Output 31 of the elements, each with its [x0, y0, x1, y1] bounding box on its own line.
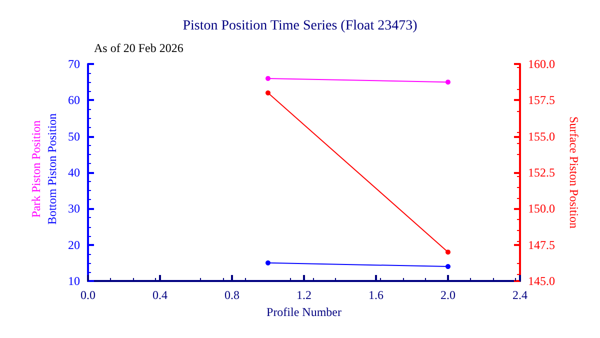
y-tick-label: 50	[68, 129, 80, 144]
y-tick-label: 20	[68, 238, 80, 252]
text: Bottom Piston Position	[45, 113, 59, 225]
y2-tick-label: 150.0	[528, 202, 555, 216]
y-tick-label: 40	[68, 166, 80, 180]
y2-tick-label: 157.5	[528, 93, 555, 108]
text: As of 20 Feb 2026	[94, 41, 184, 55]
point	[446, 80, 450, 85]
y2-tick-label: 152.5	[528, 166, 555, 180]
y2-tick-label: 155.0	[528, 129, 555, 144]
y2-axis-title: Surface Piston Position	[567, 116, 581, 229]
point	[446, 264, 450, 270]
chart-title: Piston Position Time Series (Float 23473)	[182, 18, 418, 34]
y-tick-label: 30	[68, 202, 80, 216]
y2-tick-label: 145.0	[528, 274, 555, 288]
x-axis-title: Profile Number	[266, 304, 342, 319]
x-tick-label: 1.2	[296, 288, 312, 302]
y-tick-label: 70	[68, 57, 80, 71]
x-tick-label: 2.0	[440, 288, 456, 302]
y-tick-label: 10	[68, 274, 80, 288]
x-tick-label: 0.4	[152, 288, 168, 302]
y-tick-label: 60	[68, 93, 80, 108]
y2-tick-label: 160.0	[528, 57, 555, 71]
x-tick-label: 1.6	[368, 288, 384, 302]
y2-tick-label: 147.5	[528, 238, 555, 252]
point	[266, 260, 270, 266]
x-tick-label: 2.4	[512, 288, 528, 302]
point	[266, 76, 270, 81]
x-tick-label: 0.0	[80, 288, 96, 302]
x-tick-label: 0.8	[224, 288, 240, 302]
text: Park Piston Position	[29, 120, 43, 218]
